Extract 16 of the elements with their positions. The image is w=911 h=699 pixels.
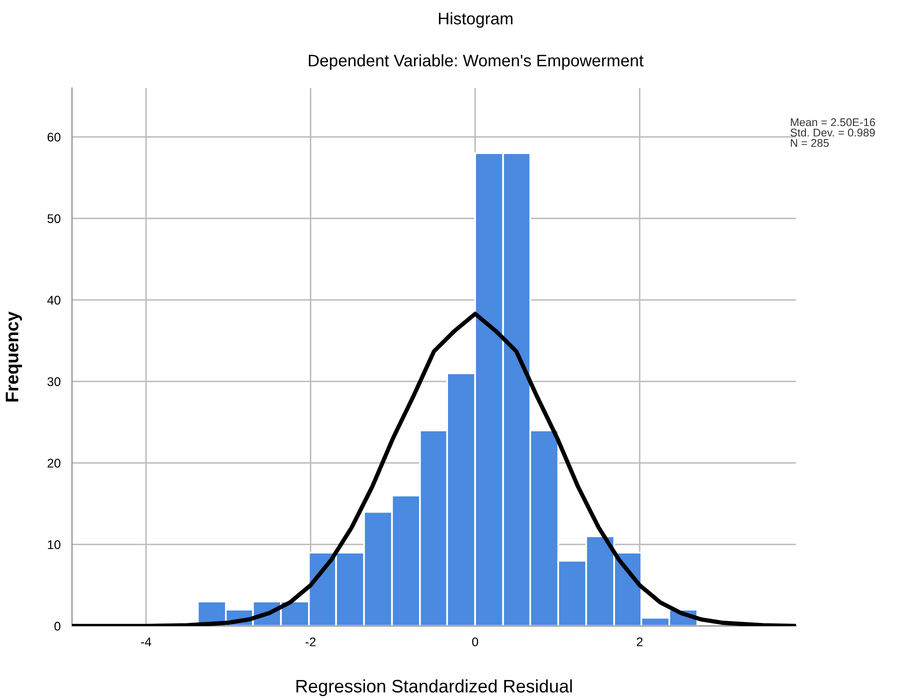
- x-tick-label: -4: [141, 638, 152, 646]
- x-tick-label: -2: [306, 637, 316, 646]
- y-tick-label: 20: [48, 458, 60, 468]
- x-tick-label: 2: [636, 637, 643, 646]
- y-tick-label: 50: [47, 214, 60, 224]
- x-axis-title: Regression Standardized Residual: [296, 679, 572, 696]
- y-tick-label: 40: [47, 296, 60, 305]
- x-tick-label: 0: [472, 637, 478, 646]
- y-tick-label: 60: [48, 132, 60, 142]
- y-tick-label: 10: [48, 540, 60, 550]
- y-axis-title: Frequency: [6, 311, 22, 402]
- chart-subtitle: Dependent Variable: Women's Empowerment: [308, 54, 644, 70]
- y-tick-label: 0: [54, 622, 60, 631]
- y-tick-label: 30: [47, 377, 60, 386]
- chart-title: Histogram: [438, 12, 512, 28]
- annotation: Mean = 2.50E-16 Std. Dev. = 0.989 N = 285: [790, 118, 876, 147]
